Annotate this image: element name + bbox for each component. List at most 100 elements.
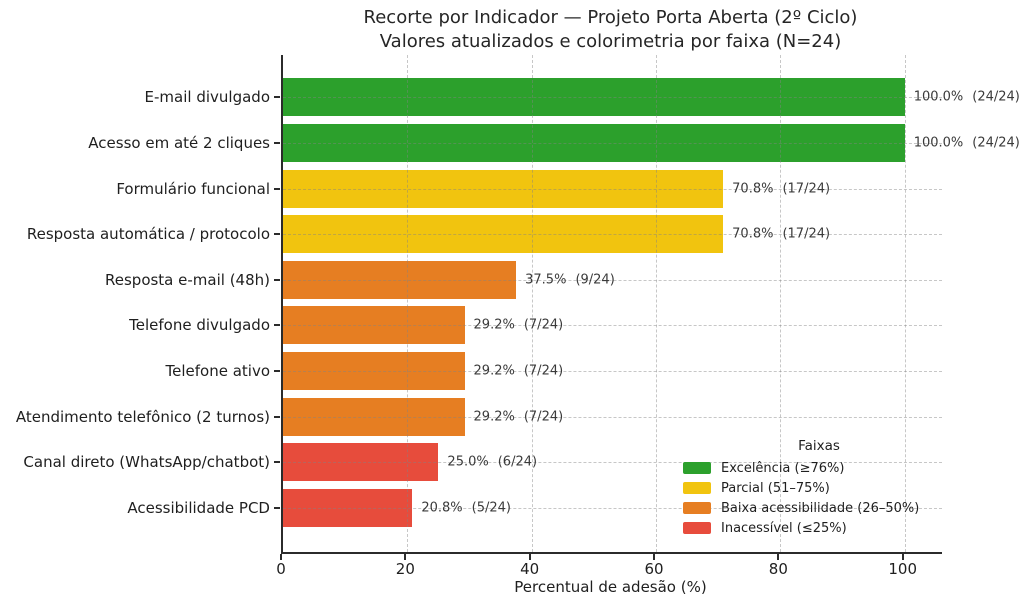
category-label: Resposta automática / protocolo bbox=[26, 225, 270, 244]
value-label: 100.0% (24/24) bbox=[914, 136, 1020, 151]
chart-title: Recorte por Indicador — Projeto Porta Ab… bbox=[363, 7, 858, 28]
value-percent: 29.2% bbox=[473, 363, 515, 379]
gridline-horizontal bbox=[283, 416, 942, 418]
y-tick-mark bbox=[274, 506, 280, 509]
legend-label: Inacessível (≤25%) bbox=[721, 520, 847, 536]
plot-area: 100.0% (24/24) 100.0% (24/24) 70.8% (17/24) 70… bbox=[281, 55, 1020, 554]
value-count: (7/24) bbox=[523, 363, 564, 379]
value-count: (7/24) bbox=[523, 317, 564, 333]
x-tick-mark bbox=[528, 554, 531, 560]
category-label: Atendimento telefônico (2 turnos) bbox=[15, 407, 270, 426]
value-percent: 29.2% bbox=[473, 317, 515, 333]
y-tick-mark bbox=[274, 96, 280, 99]
value-count: (7/24) bbox=[523, 409, 564, 425]
value-count: (5/24) bbox=[471, 500, 511, 516]
legend: Faixas Excelência (≥76%) Parcial (51–75%)… bbox=[683, 438, 955, 538]
value-count: (17/24) bbox=[782, 181, 831, 197]
gridline-horizontal bbox=[283, 507, 942, 509]
gridline-horizontal bbox=[283, 371, 942, 372]
chart-subtitle: Valores atualizados e colorimetria por f… bbox=[379, 31, 842, 52]
y-tick-mark bbox=[274, 233, 280, 236]
legend-item-inacessivel: Inacessível (≤25%) bbox=[683, 518, 955, 538]
x-tick-label: 20 bbox=[395, 560, 415, 578]
y-tick-mark bbox=[274, 142, 280, 144]
gridline-vertical bbox=[407, 55, 409, 552]
value-percent: 100.0% bbox=[913, 135, 964, 151]
value-label: 25.0% (6/24) bbox=[447, 455, 537, 470]
x-tick-label: 60 bbox=[644, 560, 664, 578]
bar-baixa bbox=[283, 260, 517, 299]
value-label: 70.8% (17/24) bbox=[732, 181, 830, 196]
gridline-vertical bbox=[531, 55, 533, 552]
y-tick-mark bbox=[274, 370, 280, 372]
gridline-vertical bbox=[656, 55, 658, 552]
category-label: Formulário funcional bbox=[116, 179, 270, 198]
value-label: 70.8% (17/24) bbox=[732, 227, 830, 242]
value-label: 29.2% (7/24) bbox=[474, 318, 564, 333]
value-percent: 70.8% bbox=[732, 226, 774, 242]
gridline-horizontal bbox=[283, 325, 942, 327]
legend-item-parcial: Parcial (51–75%) bbox=[683, 478, 955, 498]
bar-parcial bbox=[283, 215, 724, 254]
x-tick-mark bbox=[280, 554, 282, 560]
bar-baixa bbox=[283, 352, 465, 390]
gridline-horizontal bbox=[283, 188, 942, 190]
bar-inacessivel bbox=[283, 488, 413, 527]
bar-parcial bbox=[283, 169, 724, 208]
bar-excelencia bbox=[283, 124, 905, 162]
gridline-horizontal bbox=[283, 143, 942, 144]
value-label: 29.2% (7/24) bbox=[474, 364, 564, 379]
value-label: 20.8% (5/24) bbox=[421, 500, 511, 515]
value-percent: 29.2% bbox=[473, 409, 515, 425]
legend-title: Faixas bbox=[798, 438, 840, 454]
category-label: Resposta e-mail (48h) bbox=[105, 270, 270, 289]
legend-swatch-excelencia bbox=[683, 462, 711, 474]
x-tick-mark bbox=[901, 554, 904, 560]
legend-swatch-inacessivel bbox=[683, 522, 711, 534]
value-label: 29.2% (7/24) bbox=[474, 409, 564, 424]
gridline-horizontal bbox=[283, 97, 942, 99]
category-label: Telefone divulgado bbox=[129, 316, 270, 335]
bar-excelencia bbox=[283, 78, 905, 117]
category-label: E-mail divulgado bbox=[144, 88, 270, 107]
x-tick-label: 100 bbox=[888, 560, 918, 578]
x-axis-label: Percentual de adesão (%) bbox=[514, 578, 707, 596]
value-count: (17/24) bbox=[782, 226, 831, 242]
category-label: Acesso em até 2 cliques bbox=[88, 134, 270, 152]
legend-swatch-parcial bbox=[683, 482, 711, 494]
value-count: (24/24) bbox=[972, 89, 1020, 105]
legend-label: Parcial (51–75%) bbox=[721, 480, 830, 496]
y-tick-mark bbox=[274, 187, 280, 190]
x-tick-label: 40 bbox=[520, 560, 540, 578]
chart-title-block: Recorte por Indicador — Projeto Porta Ab… bbox=[281, 6, 940, 54]
value-percent: 70.8% bbox=[732, 181, 774, 197]
value-percent: 25.0% bbox=[447, 454, 489, 470]
value-label: 100.0% (24/24) bbox=[914, 90, 1020, 105]
legend-item-excelencia: Excelência (≥76%) bbox=[683, 458, 955, 478]
x-tick-mark bbox=[404, 554, 407, 560]
bar-baixa bbox=[283, 306, 465, 345]
gridline-horizontal bbox=[283, 234, 942, 236]
value-percent: 100.0% bbox=[913, 89, 964, 105]
y-tick-mark bbox=[274, 461, 280, 464]
value-percent: 20.8% bbox=[421, 500, 463, 516]
value-count: (24/24) bbox=[972, 135, 1020, 151]
x-tick-label: 80 bbox=[768, 560, 788, 578]
category-label: Telefone ativo bbox=[165, 362, 271, 380]
value-label: 37.5% (9/24) bbox=[525, 272, 615, 287]
value-count: (6/24) bbox=[497, 454, 538, 470]
gridline-horizontal bbox=[283, 279, 942, 281]
bar-baixa bbox=[283, 397, 465, 436]
gridline-vertical bbox=[904, 55, 906, 552]
legend-swatch-baixa bbox=[683, 502, 711, 514]
legend-items: Excelência (≥76%) Parcial (51–75%) Baixa a… bbox=[683, 458, 955, 538]
legend-label: Baixa acessibilidade (26–50%) bbox=[721, 500, 920, 516]
value-percent: 37.5% bbox=[525, 272, 567, 288]
legend-item-baixa: Baixa acessibilidade (26–50%) bbox=[683, 498, 955, 518]
y-tick-mark bbox=[274, 415, 280, 418]
y-tick-mark bbox=[274, 278, 280, 281]
y-tick-mark bbox=[274, 324, 280, 327]
gridline-horizontal bbox=[283, 462, 942, 464]
x-tick-label: 0 bbox=[276, 560, 286, 578]
